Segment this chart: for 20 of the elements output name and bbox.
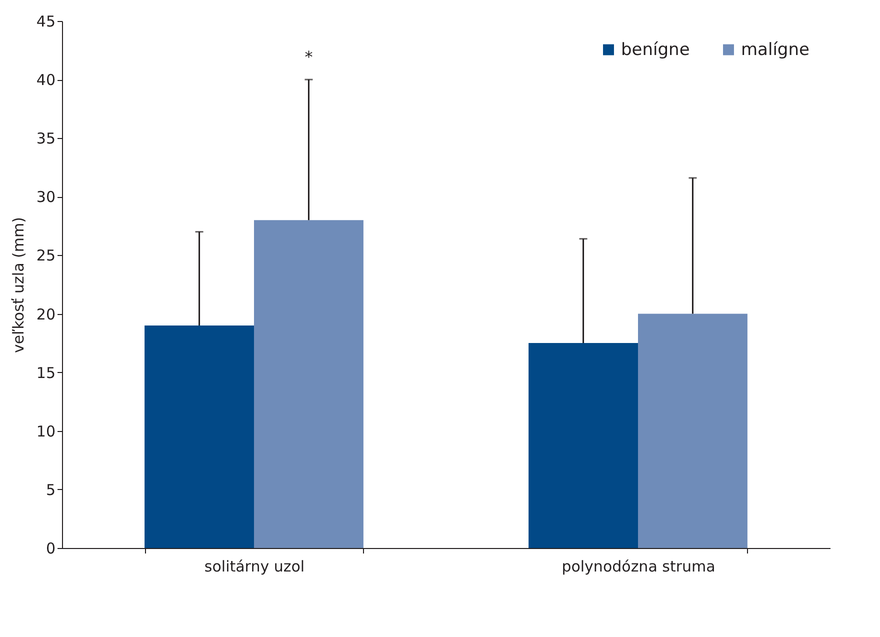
y-tick-label: 0 xyxy=(46,540,56,558)
bar xyxy=(254,220,364,548)
legend-label: malígne xyxy=(741,40,810,60)
y-tick-label: 45 xyxy=(36,12,56,30)
y-tick-label: 35 xyxy=(36,130,56,148)
y-tick-label: 15 xyxy=(36,364,56,382)
y-tick-label: 30 xyxy=(36,188,56,206)
annotation: * xyxy=(304,48,313,67)
legend-label: benígne xyxy=(621,40,690,60)
x-tick-label: polynodózna struma xyxy=(562,558,716,576)
y-tick-label: 10 xyxy=(36,422,56,440)
y-tick-label: 40 xyxy=(36,71,56,90)
y-tick-label: 25 xyxy=(36,246,56,265)
y-tick-label: 20 xyxy=(36,305,56,324)
x-tick-label: solitárny uzol xyxy=(204,558,305,576)
y-axis-title: veľkosť uzla (mm) xyxy=(9,217,28,353)
bar xyxy=(638,314,748,548)
bar xyxy=(528,343,638,548)
y-tick-label: 5 xyxy=(46,480,56,499)
bar xyxy=(144,325,254,548)
